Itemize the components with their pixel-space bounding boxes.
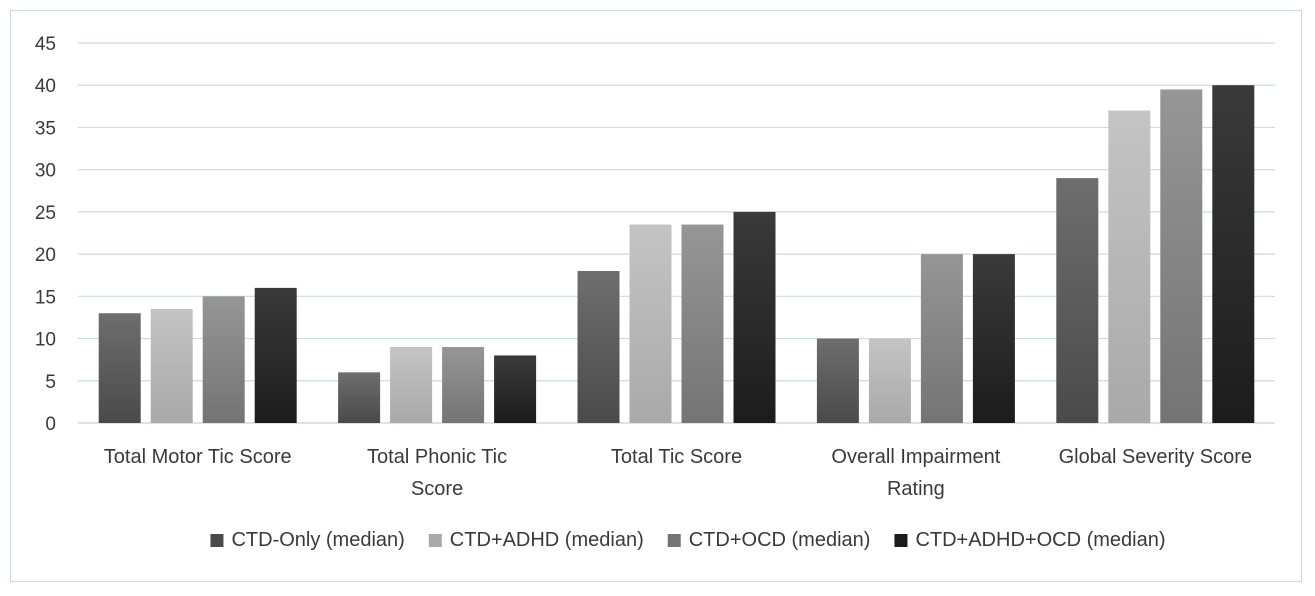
y-tick-label: 45 <box>35 34 56 55</box>
bar-ctd-adhd-median-1 <box>390 347 433 423</box>
bars <box>98 85 1255 424</box>
y-tick-label: 20 <box>35 245 56 266</box>
bar-ctd-adhd-ocd-median-3 <box>972 254 1015 423</box>
bar-ctd-only-median-3 <box>816 338 859 423</box>
legend-swatch <box>428 534 442 547</box>
bar-ctd-adhd-median-0 <box>150 309 193 423</box>
legend-label: CTD+ADHD (median) <box>450 529 644 551</box>
bar-ctd-adhd-ocd-median-2 <box>733 211 776 423</box>
bar-ctd-ocd-median-1 <box>442 347 485 423</box>
bar-ctd-adhd-ocd-median-0 <box>254 287 297 423</box>
bar-ctd-ocd-median-4 <box>1160 89 1203 423</box>
legend-swatch <box>210 534 224 547</box>
y-tick-label: 15 <box>35 287 56 308</box>
bar-ctd-adhd-ocd-median-4 <box>1212 85 1255 423</box>
bar-ctd-adhd-median-4 <box>1108 110 1151 424</box>
x-tick-label: Total Motor Tic Score <box>104 446 292 468</box>
legend-label: CTD+ADHD+OCD (median) <box>915 529 1165 551</box>
bar-ctd-adhd-ocd-median-1 <box>494 355 537 423</box>
bar-ctd-adhd-median-2 <box>629 224 672 423</box>
x-axis-labels: Total Motor Tic Score Total Phonic Tic Sco… <box>104 446 1252 500</box>
x-tick-label: Score <box>411 478 463 500</box>
bar-ctd-only-median-0 <box>98 313 141 423</box>
bar-ctd-only-median-1 <box>338 372 381 423</box>
bar-ctd-only-median-4 <box>1056 178 1099 423</box>
legend: CTD-Only (median) CTD+ADHD (median) CTD+OC… <box>210 529 1166 551</box>
y-tick-label: 30 <box>35 161 56 182</box>
bar-ctd-ocd-median-3 <box>920 254 963 423</box>
legend-label: CTD+OCD (median) <box>689 529 871 551</box>
y-tick-label: 5 <box>45 372 56 393</box>
x-tick-label: Total Tic Score <box>611 446 742 468</box>
bar-ctd-ocd-median-2 <box>681 224 724 423</box>
y-tick-label: 40 <box>35 76 56 97</box>
y-tick-label: 35 <box>35 118 56 139</box>
legend-label: CTD-Only (median) <box>231 529 404 551</box>
bar-ctd-only-median-2 <box>577 271 620 423</box>
x-tick-label: Global Severity Score <box>1059 446 1252 468</box>
y-tick-label: 0 <box>45 414 56 435</box>
x-tick-label: Total Phonic Tic <box>367 446 507 468</box>
legend-swatch <box>667 534 681 547</box>
y-tick-label: 10 <box>35 330 56 351</box>
bar-ctd-adhd-median-3 <box>868 338 911 423</box>
y-axis-ticks: 0 5 10 15 20 25 30 35 40 45 <box>35 34 56 435</box>
bar-ctd-ocd-median-0 <box>202 296 245 423</box>
x-tick-label: Rating <box>887 478 945 500</box>
y-tick-label: 25 <box>35 203 56 224</box>
x-tick-label: Overall Impairment <box>831 446 1000 468</box>
legend-swatch <box>894 534 908 547</box>
